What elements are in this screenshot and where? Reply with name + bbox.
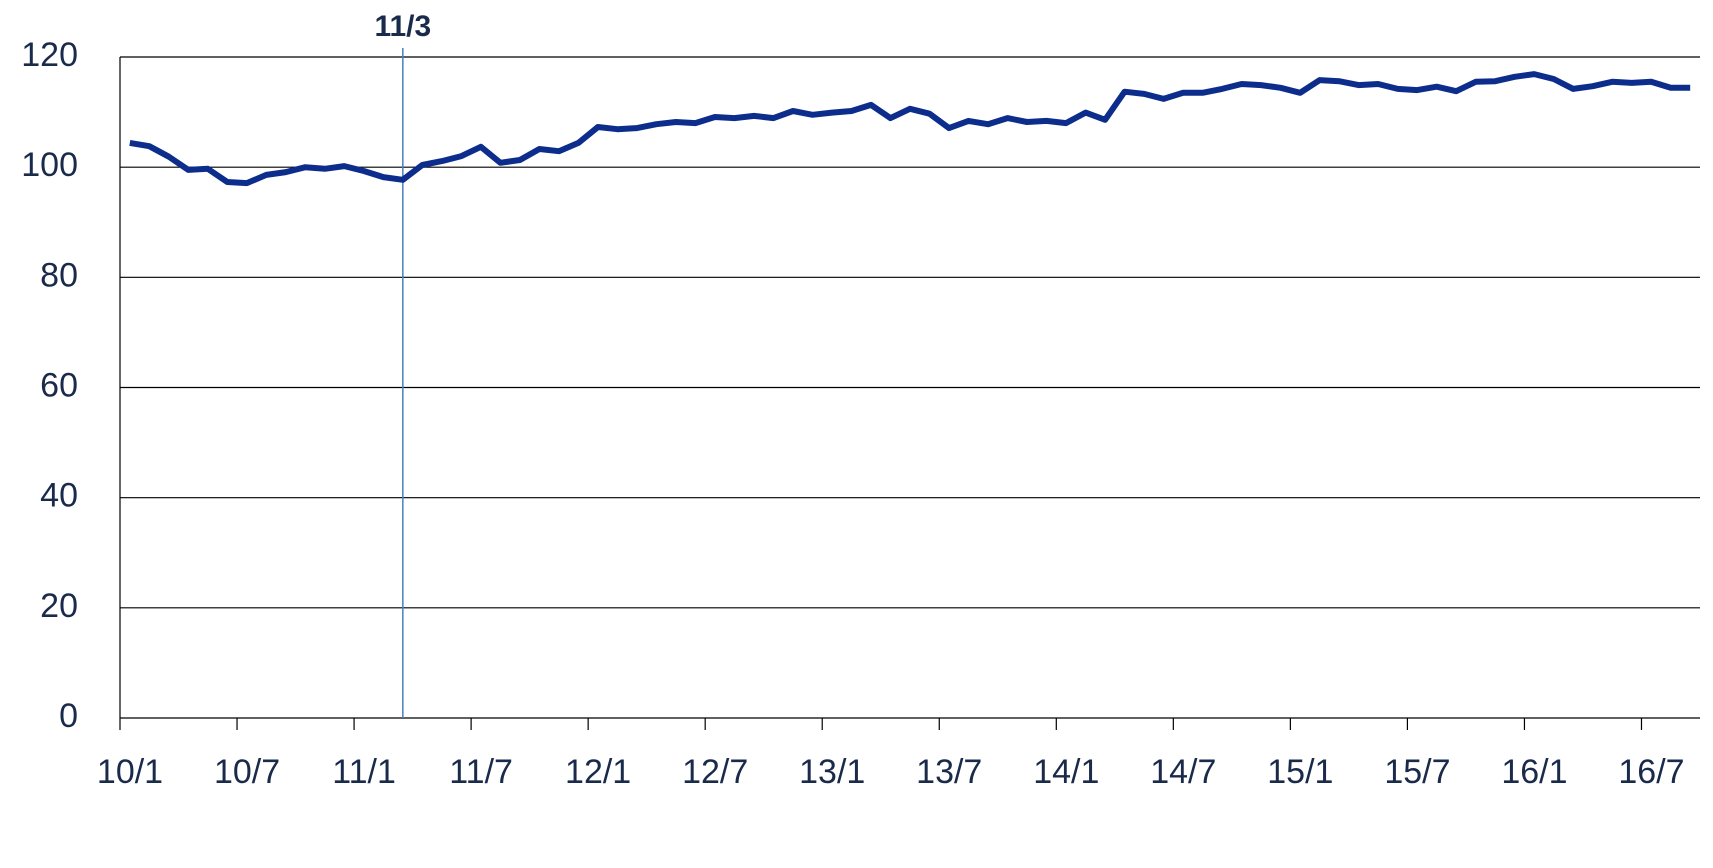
x-tick-label: 12/1 bbox=[565, 753, 631, 791]
x-tick-label: 16/1 bbox=[1501, 753, 1567, 791]
y-tick-label: 80 bbox=[40, 256, 78, 294]
x-tick-label: 14/7 bbox=[1150, 753, 1216, 791]
x-tick-label: 11/1 bbox=[332, 753, 396, 791]
x-tick-label: 13/1 bbox=[799, 753, 865, 791]
y-tick-label: 20 bbox=[40, 587, 78, 625]
x-tick-label: 14/1 bbox=[1033, 753, 1099, 791]
x-tick-label: 13/7 bbox=[916, 753, 982, 791]
data-line bbox=[129, 71, 1691, 187]
y-tick-label: 60 bbox=[40, 366, 78, 404]
y-tick-label: 40 bbox=[40, 477, 78, 515]
marker-label: 11/3 bbox=[374, 10, 431, 43]
x-tick-label: 10/7 bbox=[214, 753, 280, 791]
y-tick-label: 0 bbox=[59, 697, 78, 735]
y-tick-label: 100 bbox=[21, 146, 78, 184]
x-tick-label: 16/7 bbox=[1618, 753, 1684, 791]
x-tick-label: 10/1 bbox=[97, 753, 163, 791]
y-tick-label: 120 bbox=[21, 36, 78, 74]
x-tick-label: 11/7 bbox=[449, 753, 513, 791]
x-tick-label: 15/1 bbox=[1267, 753, 1333, 791]
x-tick-label: 12/7 bbox=[682, 753, 748, 791]
x-tick-label: 15/7 bbox=[1384, 753, 1450, 791]
